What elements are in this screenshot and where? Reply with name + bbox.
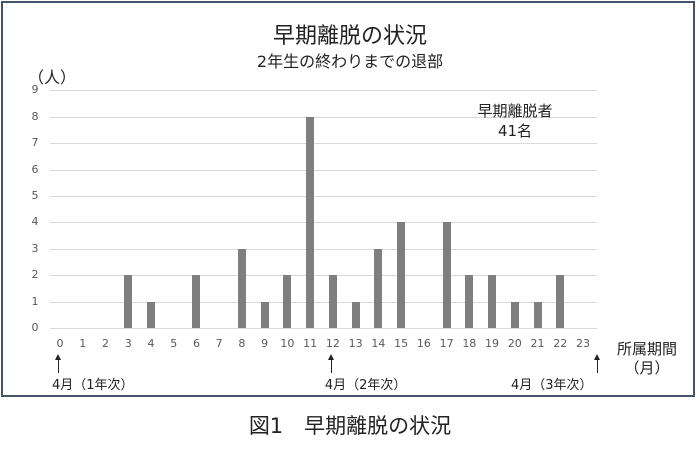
- bar: [237, 248, 246, 328]
- x-tick-label: 23: [576, 337, 591, 350]
- x-tick-label: 8: [238, 337, 246, 350]
- bar: [556, 275, 565, 328]
- bar: [283, 275, 292, 328]
- bar: [351, 301, 360, 328]
- up-arrow-icon: [327, 354, 334, 373]
- x-tick-label: 21: [530, 337, 545, 350]
- x-tick-label: 18: [462, 337, 477, 350]
- chart-title: 早期離脱の状況: [272, 24, 427, 49]
- x-tick-label: 6: [192, 337, 200, 350]
- y-tick-label: 1: [31, 294, 39, 308]
- y-tick-label: 2: [31, 268, 39, 282]
- gridline: [50, 328, 597, 329]
- gridline: [50, 275, 597, 277]
- y-tick-label: 5: [31, 189, 39, 202]
- x-tick-label: 20: [507, 337, 522, 350]
- x-tick-label: 0: [56, 337, 64, 350]
- y-axis-unit: （人）: [28, 68, 77, 87]
- x-tick-label: 11: [303, 337, 318, 350]
- y-tick-label: 3: [31, 241, 39, 255]
- x-tick-label: 10: [280, 337, 295, 350]
- bar: [442, 222, 451, 328]
- x-tick-label: 2: [101, 337, 109, 350]
- up-arrow-icon: [55, 354, 61, 373]
- annotation-count: 41名: [497, 122, 533, 140]
- gridline: [50, 196, 597, 197]
- x-tick-label: 12: [325, 337, 340, 350]
- y-tick-label: 7: [31, 136, 39, 150]
- gridline: [50, 248, 597, 250]
- x-axis-label: 所属期間: [616, 340, 677, 358]
- bar: [465, 275, 474, 328]
- y-tick-label: 4: [31, 215, 39, 229]
- x-tick-label: 17: [439, 337, 454, 350]
- y-tick-label: 9: [31, 83, 39, 97]
- bar: [192, 275, 201, 328]
- y-tick-label: 8: [31, 109, 39, 123]
- bar: [533, 301, 542, 328]
- x-tick-label: 1: [79, 337, 87, 350]
- x-tick-label: 3: [124, 337, 132, 350]
- period-marker-label: 4月（1年次）: [52, 378, 134, 393]
- x-tick-label: 9: [261, 337, 269, 350]
- figure-caption: 図1 早期離脱の状況: [248, 414, 452, 438]
- period-marker-label: 4月（3年次）: [511, 378, 593, 393]
- bar: [374, 248, 383, 328]
- y-tick-label: 6: [31, 162, 39, 176]
- gridline: [50, 222, 597, 224]
- x-tick-label: 19: [485, 337, 500, 350]
- chart-subtitle: 2年生の終わりまでの退部: [256, 52, 444, 71]
- x-tick-label: 22: [553, 337, 568, 350]
- period-marker-label: 4月（2年次）: [324, 378, 407, 393]
- bar: [510, 301, 519, 328]
- bar: [306, 116, 315, 328]
- x-tick-label: 13: [348, 337, 363, 350]
- gridline: [50, 116, 597, 118]
- bar: [488, 275, 497, 328]
- gridline: [50, 169, 597, 171]
- gridline: [50, 90, 597, 92]
- x-tick-label: 14: [371, 337, 386, 350]
- gridline: [50, 301, 597, 303]
- bar: [146, 301, 155, 328]
- x-tick-label: 16: [416, 337, 431, 350]
- x-tick-label: 15: [394, 337, 409, 350]
- up-arrow-icon: [594, 354, 601, 373]
- bar: [328, 275, 337, 328]
- x-tick-label: 7: [215, 337, 223, 350]
- y-tick-label: 0: [31, 321, 39, 334]
- x-tick-label: 4: [147, 337, 155, 350]
- chart-frame: [1, 1, 695, 397]
- x-tick-label: 5: [170, 337, 178, 350]
- x-axis-unit: （月）: [624, 359, 670, 377]
- bar: [260, 301, 269, 328]
- bar: [124, 275, 133, 328]
- annotation-label: 早期離脱者: [477, 102, 553, 120]
- gridline: [50, 143, 597, 145]
- bar: [397, 222, 406, 328]
